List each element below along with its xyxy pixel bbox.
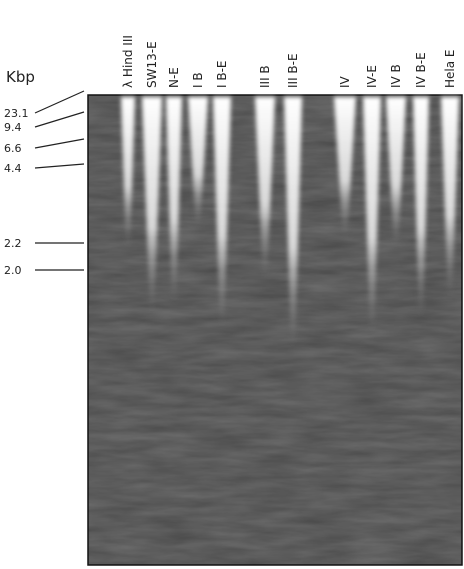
marker-line	[34, 138, 85, 149]
lane-label: III B-E	[286, 53, 300, 88]
lane-smear	[188, 97, 208, 227]
marker-line	[34, 111, 85, 128]
marker-label: 4.4	[4, 162, 22, 175]
lane-smear	[142, 97, 162, 312]
lane-label: IV	[338, 75, 352, 88]
labels: Kbp λ Hind III SW13-E N-E I B I B-E III B III …	[4, 35, 457, 277]
lane-label: N-E	[167, 67, 181, 88]
lane-smear	[213, 97, 231, 327]
lane-label: Hela E	[443, 50, 457, 89]
lane-label: SW13-E	[145, 41, 159, 88]
lane-smear	[386, 97, 406, 247]
lane-smear	[121, 97, 135, 247]
lane-smear	[284, 97, 302, 347]
lane-label: IV B	[389, 64, 403, 88]
lane-smear	[255, 97, 275, 277]
lane-label: IV B-E	[414, 52, 428, 88]
lane-smear	[441, 97, 459, 297]
lane-smear	[413, 97, 429, 317]
marker-label: 9.4	[4, 121, 22, 134]
lane-label: λ Hind III	[121, 35, 135, 88]
lane-label: I B-E	[215, 61, 229, 89]
marker-label: 23.1	[4, 107, 29, 120]
gel-texture	[88, 95, 462, 565]
unit-label: Kbp	[6, 68, 35, 86]
marker-label: 2.0	[4, 264, 22, 277]
gel-border	[87, 94, 463, 566]
marker-line	[34, 163, 85, 169]
marker-label: 6.6	[4, 142, 22, 155]
marker-line	[34, 90, 85, 114]
lane-label: IV-E	[365, 65, 379, 88]
lane-smear	[363, 97, 381, 332]
bands	[121, 97, 459, 347]
marker-label: 2.2	[4, 237, 22, 250]
lane-smear	[166, 97, 182, 302]
lane-label: I B	[191, 72, 205, 88]
lane-smear	[334, 97, 356, 237]
lane-label: III B	[258, 65, 272, 88]
